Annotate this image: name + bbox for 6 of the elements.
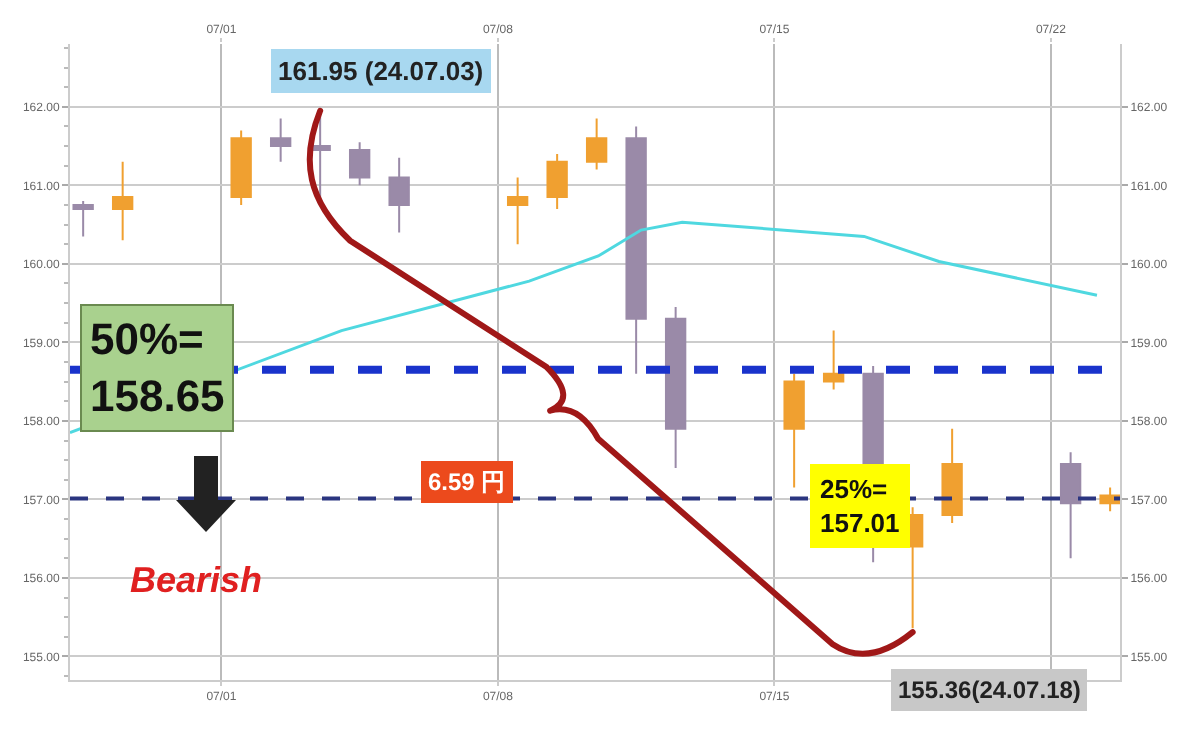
annotation: 155.36(24.07.18) (898, 676, 1081, 704)
ref-line-label: 25%= 157.01 (820, 474, 900, 538)
annotation: 6.59 円 (428, 468, 506, 496)
annotation: 161.95 (24.07.03) (278, 56, 484, 86)
ref-line-label: 50%= 158.65 (90, 314, 225, 422)
annotation: Bearish (130, 560, 263, 600)
